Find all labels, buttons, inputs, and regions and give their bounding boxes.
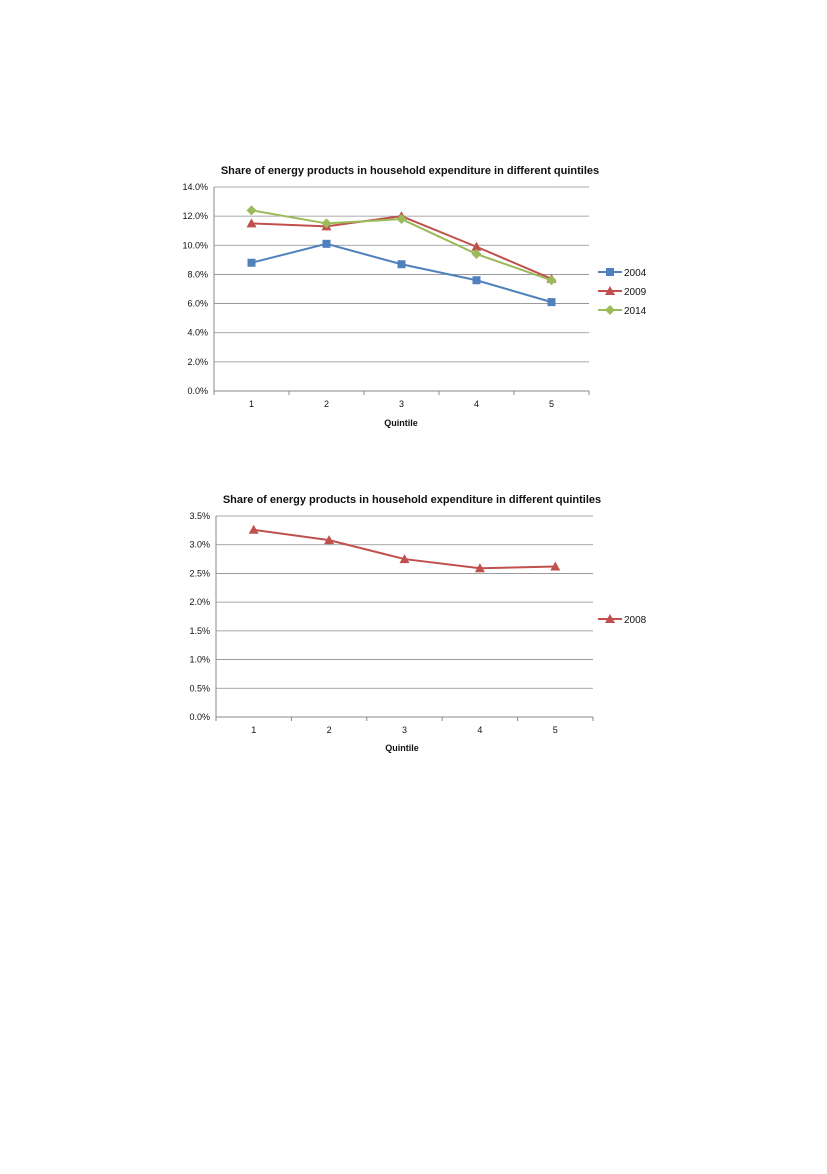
legend-item-2009: 2009 [598, 286, 647, 298]
legend-marker [606, 268, 614, 276]
chart-2-y-tick-labels: 0.0% 0.5% 1.0% 1.5% 2.0% 2.5% 3.0% 3.5% [189, 511, 210, 722]
legend-label: 2004 [624, 268, 647, 279]
chart-1-title: Share of energy products in household ex… [221, 165, 599, 177]
y-tick-label: 1.5% [189, 626, 210, 636]
data-point-2004 [247, 258, 256, 267]
legend-marker [605, 305, 615, 315]
data-point-2014 [546, 275, 557, 286]
y-tick-label: 2.5% [189, 568, 210, 578]
y-tick-label: 0.0% [189, 712, 210, 722]
legend-item-2008: 2008 [598, 614, 647, 626]
chart-2-series [248, 524, 561, 573]
x-tick-label: 5 [549, 399, 554, 409]
legend-marker [605, 614, 615, 623]
x-tick-label: 1 [249, 399, 254, 409]
data-point-2004 [472, 276, 481, 285]
x-tick-label: 3 [402, 725, 407, 735]
chart-2-legend: 2008 [598, 614, 647, 626]
chart-2-title: Share of energy products in household ex… [223, 494, 601, 506]
chart-2-gridlines [216, 515, 593, 689]
data-point-2008 [324, 535, 335, 545]
data-point-2014 [396, 214, 407, 225]
x-tick-label: 3 [399, 399, 404, 409]
legend-label: 2009 [624, 287, 647, 298]
y-tick-label: 10.0% [182, 240, 208, 250]
y-tick-label: 2.0% [189, 597, 210, 607]
chart-1-x-tick-labels: 1 2 3 4 5 [249, 399, 554, 409]
y-tick-label: 6.0% [187, 299, 208, 309]
x-tick-label: 4 [477, 725, 482, 735]
data-point-2004 [322, 239, 331, 248]
y-tick-label: 0.0% [187, 386, 208, 396]
chart-2-x-axis-label: Quintile [385, 743, 419, 753]
x-tick-label: 5 [553, 725, 558, 735]
data-point-2008 [474, 563, 485, 573]
x-tick-label: 2 [324, 399, 329, 409]
data-point-2014 [471, 249, 482, 260]
legend-label: 2014 [624, 306, 647, 317]
data-point-2014 [246, 205, 257, 216]
series-2014 [246, 205, 557, 286]
chart-1-y-tick-labels: 0.0% 2.0% 4.0% 6.0% 8.0% 10.0% 12.0% 14.0% [182, 182, 208, 396]
series-2004 [247, 239, 556, 307]
series-line-2009 [251, 215, 552, 280]
data-point-2009 [471, 241, 482, 251]
y-tick-label: 3.5% [189, 511, 210, 521]
data-point-2008 [550, 561, 561, 571]
y-tick-label: 12.0% [182, 211, 208, 221]
data-point-2008 [399, 554, 410, 564]
series-line-2004 [251, 242, 552, 304]
chart-energy-share-2004-2009-2014: Share of energy products in household ex… [182, 165, 646, 428]
y-tick-label: 14.0% [182, 182, 208, 192]
data-point-2009 [246, 218, 257, 228]
y-tick-label: 1.0% [189, 655, 210, 665]
y-tick-label: 3.0% [189, 540, 210, 550]
chart-energy-share-2008: Share of energy products in household ex… [189, 494, 646, 753]
legend-item-2014: 2014 [598, 305, 647, 317]
data-point-2004 [397, 260, 406, 269]
chart-2-x-tick-marks [215, 717, 594, 721]
chart-1-series [246, 205, 557, 307]
chart-1-x-axis-label: Quintile [384, 418, 418, 428]
y-tick-label: 4.0% [187, 328, 208, 338]
series-2008 [248, 524, 561, 573]
data-point-2008 [248, 524, 259, 534]
y-tick-label: 2.0% [187, 357, 208, 367]
legend-label: 2008 [624, 615, 647, 626]
y-tick-label: 8.0% [187, 269, 208, 279]
x-tick-label: 4 [474, 399, 479, 409]
legend-item-2004: 2004 [598, 268, 647, 279]
x-tick-label: 2 [327, 725, 332, 735]
chart-1-legend: 2004 2009 2014 [598, 268, 647, 317]
chart-1-x-tick-marks [213, 391, 590, 395]
x-tick-label: 1 [251, 725, 256, 735]
chart-2-x-tick-labels: 1 2 3 4 5 [251, 725, 558, 735]
data-point-2004 [547, 298, 556, 307]
y-tick-label: 0.5% [189, 683, 210, 693]
data-point-2014 [321, 218, 332, 229]
legend-marker [605, 286, 615, 295]
